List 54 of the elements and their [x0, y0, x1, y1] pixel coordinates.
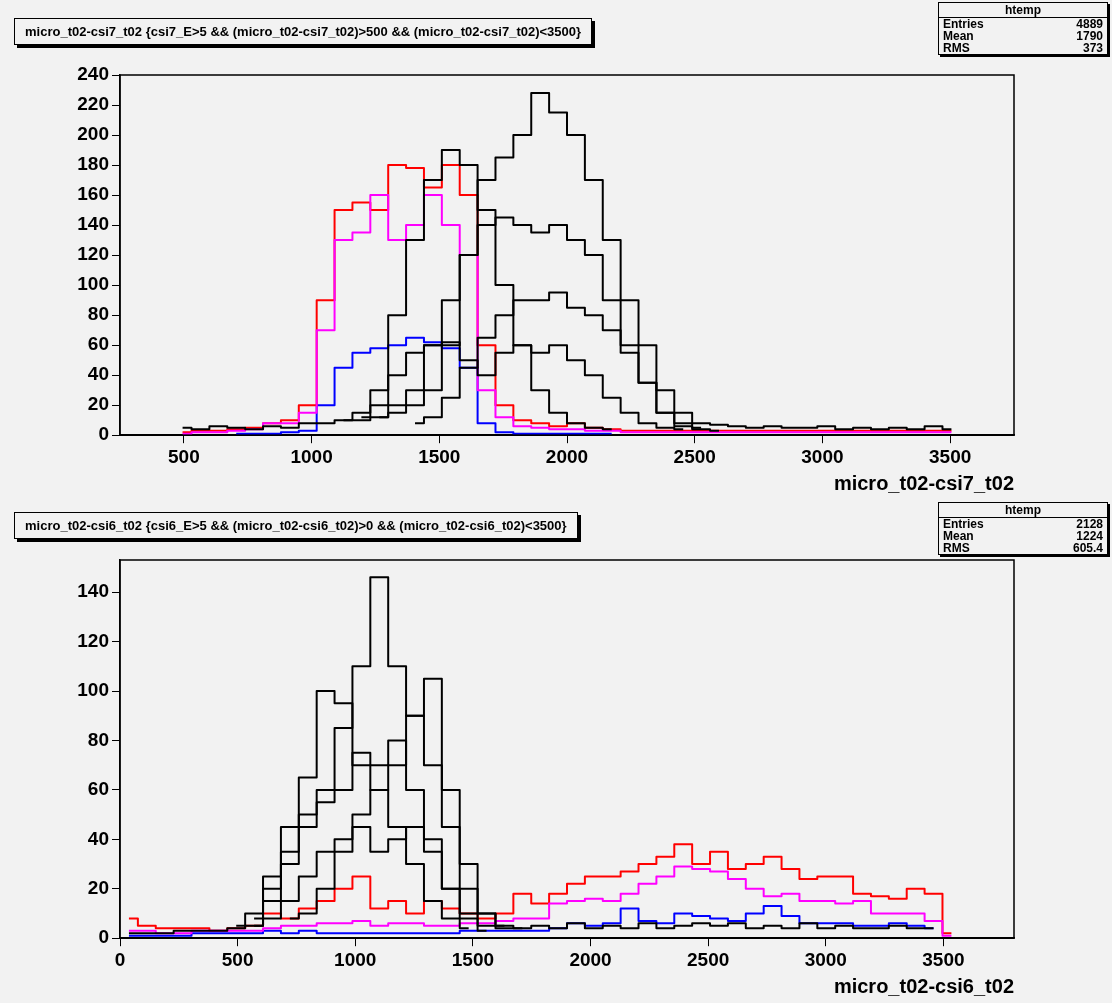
y-tick-label: 100	[77, 679, 109, 701]
y-tick-label: 80	[87, 303, 109, 325]
y-tick-label: 160	[77, 183, 109, 205]
text: Mean	[943, 29, 974, 43]
x-tick-label: 0	[114, 948, 126, 970]
y-tick-label: 140	[77, 213, 109, 235]
x-axis-title: micro_t02-csi6_t02	[833, 974, 1014, 997]
y-tick-label: 20	[87, 393, 109, 415]
text: Mean	[943, 529, 974, 543]
y-tick-label: 120	[77, 243, 109, 265]
chart-title: micro_t02-csi7_t02 {csi7_E>5 && (micro_t02-csi7_t02)>500 && (micro_t02-csi7_t02)<3500}	[14, 18, 593, 45]
text: 1224	[1076, 529, 1103, 543]
text: 4889	[1076, 17, 1103, 31]
y-tick-label: 180	[77, 153, 109, 175]
text: 2128	[1076, 517, 1103, 531]
y-tick-label: 40	[87, 827, 109, 849]
y-tick-label: 60	[87, 333, 109, 355]
text: RMS	[943, 541, 970, 555]
y-tick-label: 220	[77, 93, 109, 115]
y-tick-label: 200	[77, 123, 109, 145]
x-axis-title: micro_t02-csi7_t02	[833, 471, 1014, 494]
y-tick-label: 40	[87, 363, 109, 385]
x-tick-label: 500	[221, 948, 254, 970]
y-tick-label: 0	[98, 423, 109, 445]
x-tick-label: 1000	[290, 445, 333, 467]
y-tick-label: 100	[77, 273, 109, 295]
chart-title: micro_t02-csi6_t02 {csi6_E>5 && (micro_t02-csi6_t02)>0 && (micro_t02-csi6_t02)<3500}	[14, 512, 578, 539]
text: Entries	[943, 517, 984, 531]
x-tick-label: 500	[168, 445, 200, 467]
x-tick-label: 1000	[334, 948, 377, 970]
x-tick-label: 3000	[801, 445, 844, 467]
x-tick-label: 2000	[569, 948, 612, 970]
text: 1790	[1076, 29, 1103, 43]
x-tick-label: 3500	[922, 948, 965, 970]
x-tick-label: 2500	[687, 948, 730, 970]
x-tick-label: 2000	[545, 445, 589, 467]
y-tick-label: 240	[77, 63, 109, 85]
text: htemp	[939, 503, 1107, 518]
y-tick-label: 20	[87, 877, 109, 898]
x-tick-label: 1500	[418, 445, 461, 467]
y-tick-label: 120	[77, 629, 109, 651]
text: RMS	[943, 41, 970, 55]
x-tick-label: 2500	[673, 445, 716, 467]
y-tick-label: 140	[77, 580, 109, 602]
text: Entries	[943, 17, 984, 31]
y-tick-label: 80	[87, 728, 109, 750]
text: 373	[1082, 41, 1103, 55]
x-tick-label: 3000	[804, 948, 847, 970]
y-tick-label: 60	[87, 778, 109, 800]
text: 605.4	[1072, 541, 1103, 555]
y-tick-label: 0	[98, 926, 109, 948]
text: htemp	[939, 3, 1107, 18]
x-tick-label: 1500	[451, 948, 495, 970]
x-tick-label: 3500	[929, 445, 972, 467]
